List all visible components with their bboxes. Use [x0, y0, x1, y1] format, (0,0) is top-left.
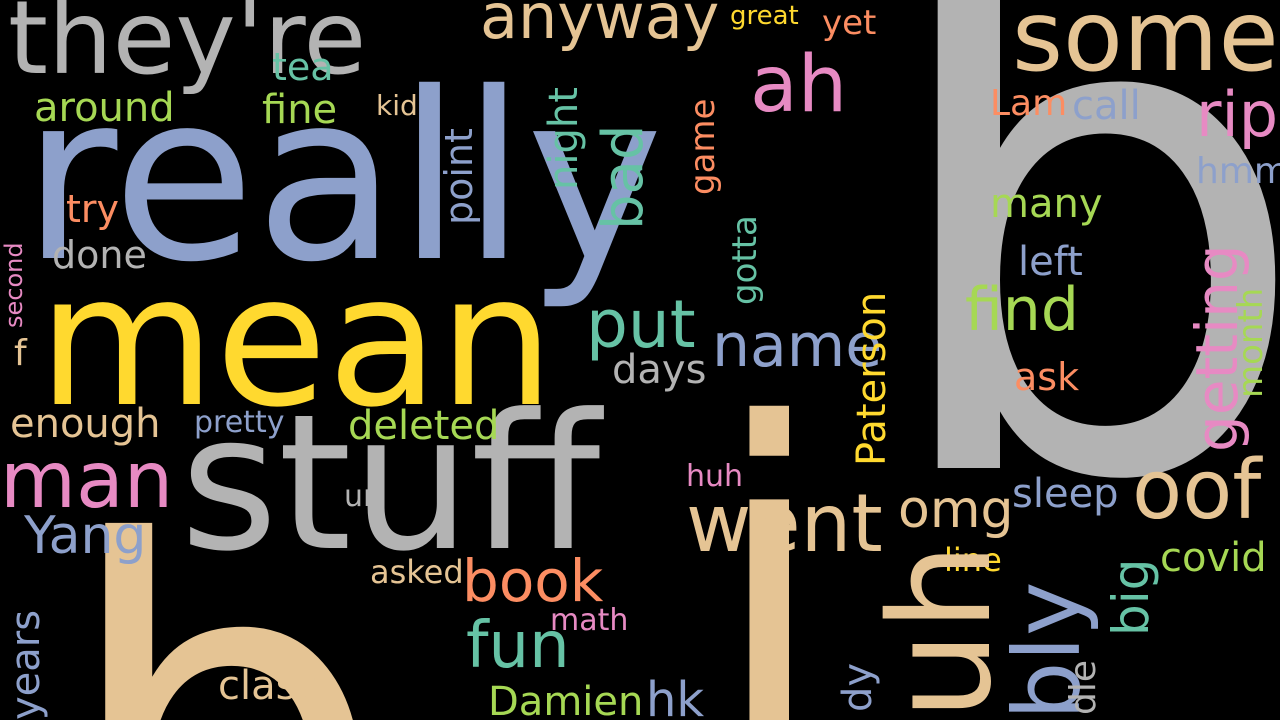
word-dle: dle: [1063, 659, 1104, 715]
word-dy: dy: [835, 662, 881, 712]
word-yang: Yang: [24, 506, 147, 566]
word-sleep: sleep: [1012, 471, 1119, 517]
word-theyre: they're: [8, 0, 367, 98]
word-hk: hk: [646, 672, 705, 720]
word-math: math: [550, 603, 629, 638]
word-put: put: [586, 286, 696, 363]
word-many: many: [990, 181, 1103, 227]
word-i: i: [708, 332, 831, 720]
word-deleted: deleted: [348, 403, 500, 449]
word-call: call: [1072, 83, 1141, 129]
word-left: left: [1018, 239, 1083, 285]
word-big: big: [1102, 558, 1160, 636]
word-fun: fun: [466, 609, 570, 683]
word-paterson: Paterson: [849, 291, 895, 466]
word-years: years: [3, 609, 49, 720]
word-hmm: hmm: [1196, 151, 1280, 192]
word-kid: kid: [376, 89, 418, 122]
word-b-bottom: b: [58, 478, 388, 720]
word-omg: omg: [898, 480, 1014, 540]
word-huh: huh: [686, 459, 744, 494]
word-try: try: [66, 187, 120, 231]
word-uh: uh: [860, 542, 1023, 720]
word-rip: rip: [1196, 78, 1279, 151]
word-enough: enough: [10, 401, 161, 447]
word-done: done: [52, 233, 147, 277]
word-ur: ur: [344, 479, 376, 514]
word-point: point: [437, 128, 481, 225]
word-month: month: [1231, 287, 1271, 398]
word-lam: Lam: [990, 83, 1068, 124]
word-f: f: [14, 333, 27, 374]
word-book: book: [462, 547, 604, 615]
word-gotta: gotta: [725, 215, 765, 305]
word-tea: tea: [272, 45, 334, 89]
word-game: game: [683, 98, 723, 195]
word-man: man: [0, 436, 174, 526]
word-ah: ah: [750, 40, 848, 130]
word-days: days: [612, 347, 707, 393]
word-some: some: [1012, 0, 1279, 94]
word-b-large: b: [875, 0, 1280, 631]
word-fine: fine: [262, 87, 338, 133]
word-bad: bad: [591, 124, 656, 230]
word-stuff: stuff: [180, 374, 601, 593]
word-great: great: [730, 1, 799, 31]
word-anyway: anyway: [480, 0, 720, 53]
word-line: line: [944, 541, 1002, 579]
word-pretty: pretty: [194, 405, 285, 440]
word-name: name: [712, 311, 883, 381]
word-second: second: [0, 242, 28, 328]
word-covid: covid: [1160, 535, 1267, 581]
word-around: around: [34, 85, 175, 131]
word-yet: yet: [822, 3, 877, 43]
word-mean: mean: [38, 235, 555, 447]
word-class: class: [218, 663, 318, 709]
word-really: really: [22, 43, 664, 313]
word-ask: ask: [1014, 355, 1080, 399]
word-damien: Damien: [488, 679, 644, 720]
word-night: night: [541, 87, 587, 190]
word-oof: oof: [1132, 443, 1262, 538]
word-asked: asked: [370, 553, 464, 591]
word-find: find: [965, 275, 1079, 345]
word-went: went: [686, 477, 883, 570]
